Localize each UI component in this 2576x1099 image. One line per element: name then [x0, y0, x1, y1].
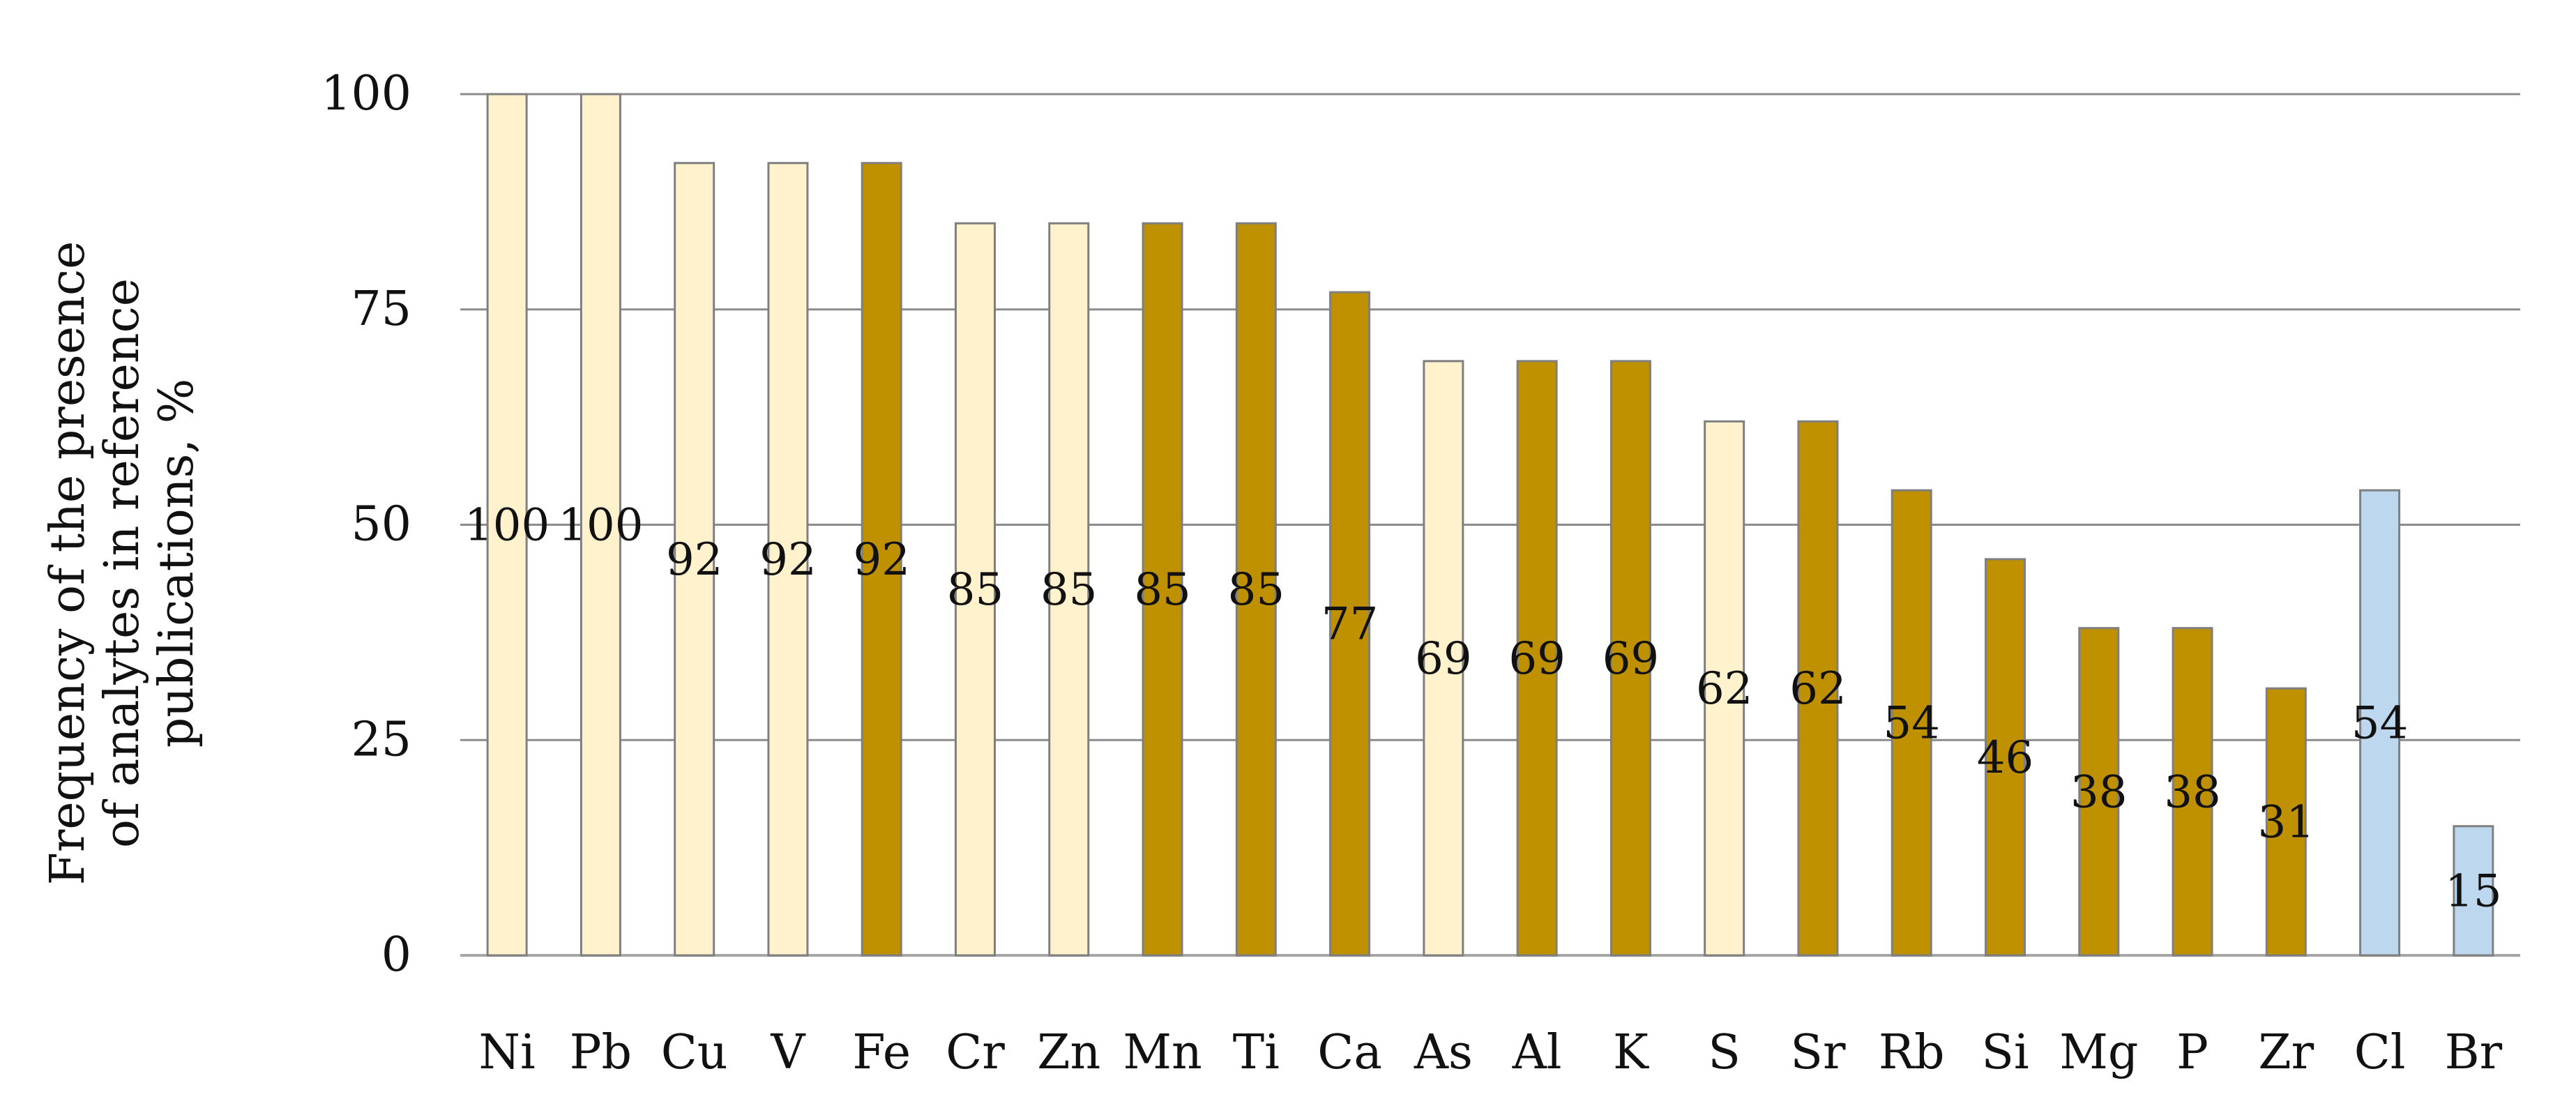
- x-tick-label-v: V: [770, 1025, 806, 1080]
- bar-k: [1609, 360, 1651, 957]
- y-axis-title-line: Frequency of the presence: [40, 241, 96, 886]
- bar-ti: [1235, 222, 1277, 957]
- data-label-mn: 85: [1134, 564, 1190, 616]
- x-tick-label-ti: Ti: [1233, 1025, 1280, 1080]
- bar-ni: [486, 93, 528, 957]
- x-tick-label-al: Al: [1512, 1025, 1562, 1080]
- data-labels: 100 100 92 92 92 85 85 85 85 77 69 69 69 62 62 54 46 38 38…: [464, 500, 2502, 918]
- data-label-ni: 100: [464, 500, 550, 552]
- bar-mg: [2078, 627, 2120, 957]
- x-tick-label-rb: Rb: [1879, 1025, 1945, 1080]
- bar-sr: [1797, 420, 1839, 957]
- bar-s: [1704, 420, 1745, 957]
- data-label-rb: 54: [1884, 698, 1940, 750]
- x-tick-label-as: As: [1414, 1025, 1473, 1080]
- data-label-v: 92: [759, 534, 816, 586]
- bar-rb: [1891, 489, 1932, 957]
- x-tick-label-ni: Ni: [479, 1025, 536, 1080]
- bars: [486, 93, 2494, 957]
- y-tick-label: 100: [321, 66, 411, 121]
- data-label-as: 69: [1415, 633, 1471, 685]
- bar-zn: [1048, 222, 1090, 957]
- bar-cr: [955, 222, 996, 957]
- y-tick-label: 50: [351, 497, 411, 552]
- data-label-cl: 54: [2351, 698, 2408, 750]
- x-tick-label-zn: Zn: [1037, 1025, 1100, 1080]
- data-label-ti: 85: [1228, 564, 1285, 616]
- x-tick-label-si: Si: [1981, 1025, 2029, 1080]
- y-tick-label: 25: [351, 712, 411, 767]
- bar-ca: [1329, 291, 1371, 957]
- x-tick-label-k: K: [1613, 1025, 1649, 1080]
- data-label-mg: 38: [2070, 766, 2127, 818]
- data-label-al: 69: [1508, 633, 1565, 685]
- x-tick-label-cu: Cu: [661, 1025, 728, 1080]
- x-tick-label-pb: Pb: [570, 1025, 632, 1080]
- x-tick-label-br: Br: [2445, 1025, 2503, 1080]
- x-tick-label-zr: Zr: [2258, 1025, 2314, 1080]
- data-label-si: 46: [1977, 732, 2033, 784]
- bar-br: [2453, 825, 2494, 957]
- bar-mn: [1142, 222, 1183, 957]
- y-axis-title-line: of analytes in reference: [95, 278, 150, 848]
- data-label-sr: 62: [1789, 663, 1846, 715]
- data-label-ca: 77: [1321, 599, 1378, 651]
- data-label-cu: 92: [666, 534, 722, 586]
- x-tick-label-cl: Cl: [2354, 1025, 2406, 1080]
- bar-al: [1516, 360, 1558, 957]
- x-tick-label-p: P: [2176, 1025, 2208, 1080]
- data-label-br: 15: [2445, 865, 2501, 917]
- x-tick-label-mn: Mn: [1123, 1025, 1202, 1080]
- data-label-k: 69: [1603, 633, 1659, 685]
- data-label-zr: 31: [2258, 797, 2314, 849]
- y-tick-label: 0: [381, 927, 411, 983]
- bar-zr: [2265, 687, 2307, 957]
- x-tick-label-cr: Cr: [946, 1025, 1005, 1080]
- bar-cu: [674, 162, 715, 957]
- x-tick-label-sr: Sr: [1790, 1025, 1846, 1080]
- bar-p: [2172, 627, 2213, 957]
- data-label-cr: 85: [947, 564, 1003, 616]
- data-label-s: 62: [1696, 663, 1752, 715]
- data-label-fe: 92: [854, 534, 910, 586]
- x-tick-label-fe: Fe: [852, 1025, 911, 1080]
- x-tick-label-ca: Ca: [1317, 1025, 1382, 1080]
- data-label-zn: 85: [1040, 564, 1097, 616]
- data-label-pb: 100: [558, 500, 643, 552]
- y-tick-label: 75: [351, 282, 411, 337]
- bar-si: [1985, 558, 2026, 957]
- y-axis-title-line: publications, %: [149, 379, 204, 748]
- data-label-p: 38: [2164, 766, 2220, 818]
- x-tick-label-mg: Mg: [2059, 1025, 2138, 1080]
- bar-as: [1423, 360, 1464, 957]
- bar-cl: [2359, 489, 2401, 957]
- bar-pb: [579, 93, 621, 957]
- bar-v: [767, 162, 809, 957]
- y-axis-tick-labels: 0 25 50 75 100: [321, 66, 411, 983]
- x-tick-label-s: S: [1708, 1025, 1741, 1080]
- x-axis-tick-labels: Ni Pb Cu V Fe Cr Zn Mn Ti Ca As Al K S Sr Rb Si Mg P Zr Cl Br: [479, 1025, 2503, 1080]
- bar-fe: [861, 162, 902, 957]
